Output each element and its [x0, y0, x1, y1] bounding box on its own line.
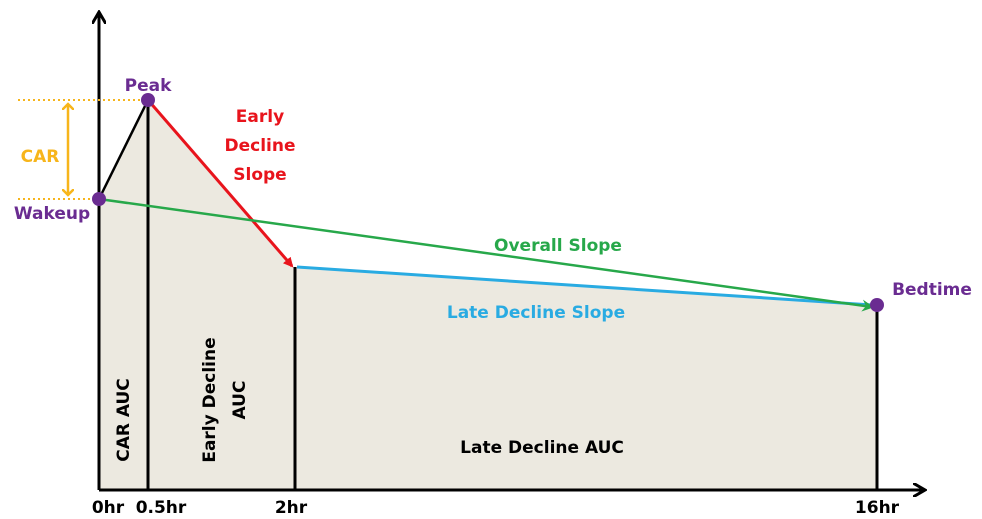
x-tick-label: 0.5hr: [136, 498, 187, 518]
early-slope: [146, 99, 294, 268]
late-slope: [296, 265, 873, 307]
slope-label: Decline: [224, 136, 295, 156]
point-label: Bedtime: [892, 280, 972, 300]
auc-label: Early Decline: [200, 337, 220, 462]
point: [141, 93, 155, 107]
car-label: CAR: [21, 147, 60, 167]
auc-label: Late Decline AUC: [460, 438, 624, 458]
x-tick-label: 16hr: [855, 498, 900, 518]
slope-label: Overall Slope: [494, 236, 622, 256]
x-tick-label: 0hr: [92, 498, 125, 518]
auc-label: CAR AUC: [114, 378, 134, 462]
slope-label: Slope: [233, 165, 286, 185]
car-line: [97, 99, 150, 200]
x-tick-label: 2hr: [275, 498, 308, 518]
point: [870, 298, 884, 312]
auc-label: AUC: [230, 381, 250, 420]
slope-label: Early: [236, 107, 284, 127]
point: [92, 192, 106, 206]
overall-slope: [98, 197, 874, 312]
slope-label: Late Decline Slope: [447, 303, 625, 323]
point-label: Wakeup: [14, 204, 90, 224]
point-label: Peak: [125, 76, 172, 96]
